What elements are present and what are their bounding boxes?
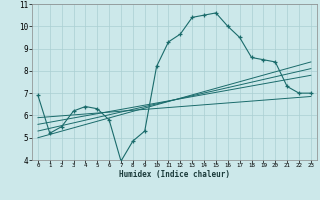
X-axis label: Humidex (Indice chaleur): Humidex (Indice chaleur) <box>119 170 230 179</box>
